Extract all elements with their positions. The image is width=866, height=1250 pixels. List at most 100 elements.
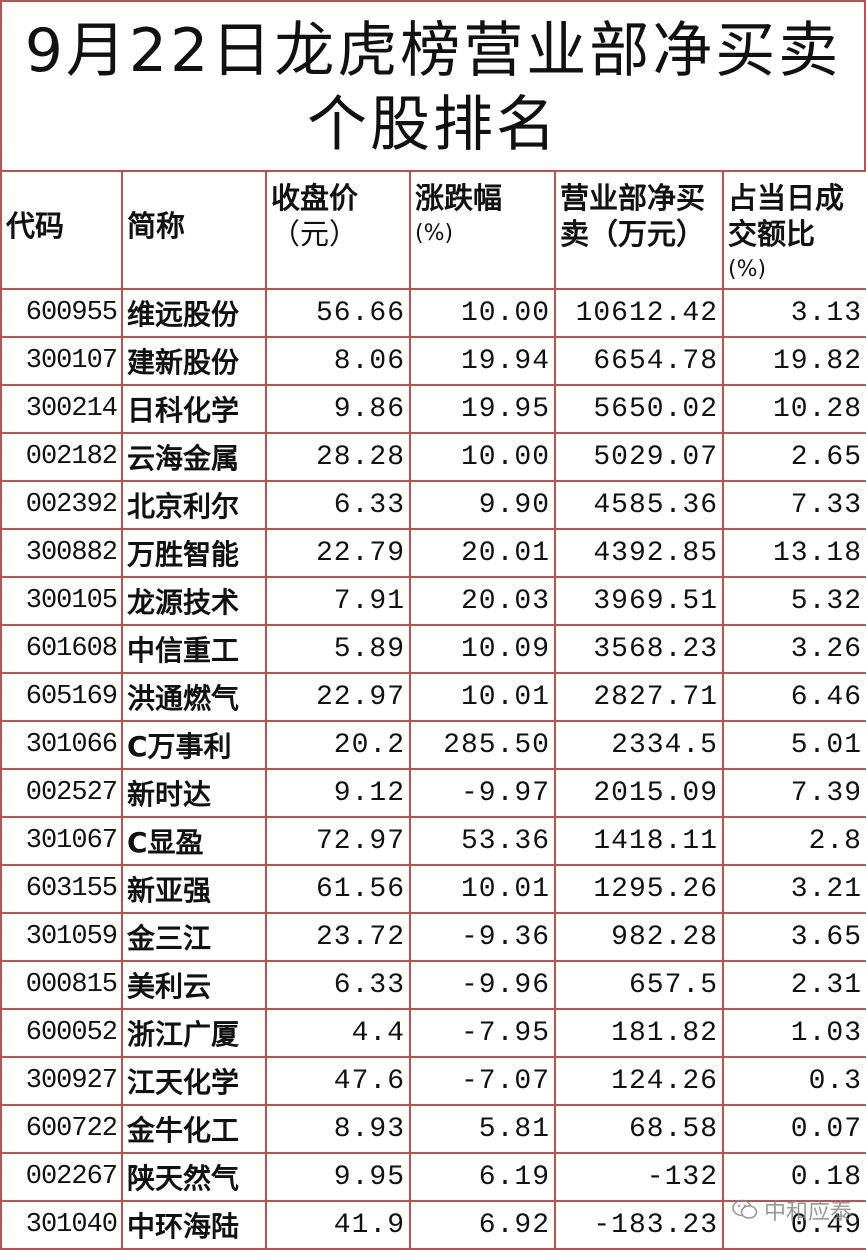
cell-name: 江天化学: [121, 1056, 267, 1106]
cell-code: 000815: [0, 960, 123, 1010]
cell-name: 金三江: [121, 912, 267, 962]
cell-close: 61.56: [265, 864, 411, 914]
cell-name: 新亚强: [121, 864, 267, 914]
cell-ratio: 6.46: [722, 672, 866, 722]
cell-code: 600955: [0, 288, 123, 338]
table-row: 600722 金牛化工 8.93 5.81 68.58 0.07: [0, 1104, 866, 1154]
cell-change: 5.81: [409, 1104, 556, 1154]
table-row: 002527 新时达 9.12 -9.97 2015.09 7.39: [0, 768, 866, 818]
table-row: 600955 维远股份 56.66 10.00 10612.42 3.13: [0, 288, 866, 338]
cell-ratio: 3.26: [722, 624, 866, 674]
cell-change: -7.07: [409, 1056, 556, 1106]
cell-net: 3568.23: [554, 624, 724, 674]
cell-change: 53.36: [409, 816, 556, 866]
cell-change: -7.95: [409, 1008, 556, 1058]
cell-code: 600052: [0, 1008, 123, 1058]
page-title: 9月22日龙虎榜营业部净买卖 个股排名: [0, 0, 866, 170]
cell-ratio: 2.31: [722, 960, 866, 1010]
cell-close: 22.97: [265, 672, 411, 722]
cell-name: 万胜智能: [121, 528, 267, 578]
cell-code: 301040: [0, 1200, 123, 1250]
cell-code: 300214: [0, 384, 123, 434]
table-row: 300214 日科化学 9.86 19.95 5650.02 10.28: [0, 384, 866, 434]
cell-close: 47.6: [265, 1056, 411, 1106]
cell-close: 9.95: [265, 1152, 411, 1202]
cell-code: 301059: [0, 912, 123, 962]
cell-ratio: 5.32: [722, 576, 866, 626]
cell-net: 2827.71: [554, 672, 724, 722]
cell-close: 20.2: [265, 720, 411, 770]
table-row: 002392 北京利尔 6.33 9.90 4585.36 7.33: [0, 480, 866, 530]
cell-code: 301066: [0, 720, 123, 770]
cell-code: 301067: [0, 816, 123, 866]
cell-change: 10.00: [409, 432, 556, 482]
cell-name: 维远股份: [121, 288, 267, 338]
header-code: 代码: [0, 170, 123, 290]
cell-name: 浙江广厦: [121, 1008, 267, 1058]
cell-ratio: 7.39: [722, 768, 866, 818]
cell-change: 10.09: [409, 624, 556, 674]
title-line-1: 9月22日龙虎榜营业部净买卖: [24, 16, 842, 86]
header-change: 涨跌幅 (%): [409, 170, 556, 290]
cell-change: 6.92: [409, 1200, 556, 1250]
table-row: 002182 云海金属 28.28 10.00 5029.07 2.65: [0, 432, 866, 482]
cell-name: 龙源技术: [121, 576, 267, 626]
cell-net: 1295.26: [554, 864, 724, 914]
cell-net: -183.23: [554, 1200, 724, 1250]
cell-change: 10.01: [409, 672, 556, 722]
cell-ratio: 7.33: [722, 480, 866, 530]
cell-close: 5.89: [265, 624, 411, 674]
cell-name: 北京利尔: [121, 480, 267, 530]
cell-name: 金牛化工: [121, 1104, 267, 1154]
header-ratio: 占当日成交额比 (%): [722, 170, 866, 290]
cell-net: 4585.36: [554, 480, 724, 530]
cell-name: 新时达: [121, 768, 267, 818]
cell-net: 68.58: [554, 1104, 724, 1154]
table-header-row: 代码 简称 收盘价 （元） 涨跌幅 (%) 营业部净买卖（万元） 占当日成交额比…: [0, 170, 866, 290]
cell-code: 300107: [0, 336, 123, 386]
table-row: 600052 浙江广厦 4.4 -7.95 181.82 1.03: [0, 1008, 866, 1058]
cell-ratio: 3.13: [722, 288, 866, 338]
cell-change: 6.19: [409, 1152, 556, 1202]
cell-code: 002392: [0, 480, 123, 530]
cell-net: 5029.07: [554, 432, 724, 482]
cell-close: 8.93: [265, 1104, 411, 1154]
cell-close: 6.33: [265, 960, 411, 1010]
cell-net: 6654.78: [554, 336, 724, 386]
cell-ratio: 1.03: [722, 1008, 866, 1058]
cell-close: 8.06: [265, 336, 411, 386]
cell-ratio: 0.18: [722, 1152, 866, 1202]
table-row: 605169 洪通燃气 22.97 10.01 2827.71 6.46: [0, 672, 866, 722]
cell-ratio: 2.8: [722, 816, 866, 866]
ranking-table: 代码 简称 收盘价 （元） 涨跌幅 (%) 营业部净买卖（万元） 占当日成交额比…: [0, 170, 866, 1250]
cell-ratio: 2.65: [722, 432, 866, 482]
cell-net: 4392.85: [554, 528, 724, 578]
cell-name: 洪通燃气: [121, 672, 267, 722]
table-row: 300927 江天化学 47.6 -7.07 124.26 0.3: [0, 1056, 866, 1106]
wechat-icon: [732, 1199, 758, 1219]
cell-change: -9.36: [409, 912, 556, 962]
cell-close: 4.4: [265, 1008, 411, 1058]
cell-net: 1418.11: [554, 816, 724, 866]
cell-change: -9.96: [409, 960, 556, 1010]
cell-net: 181.82: [554, 1008, 724, 1058]
cell-close: 28.28: [265, 432, 411, 482]
cell-name: 中信重工: [121, 624, 267, 674]
cell-change: 19.94: [409, 336, 556, 386]
cell-close: 6.33: [265, 480, 411, 530]
cell-code: 002267: [0, 1152, 123, 1202]
cell-ratio: 0.07: [722, 1104, 866, 1154]
cell-net: 10612.42: [554, 288, 724, 338]
header-close: 收盘价 （元）: [265, 170, 411, 290]
cell-net: 2015.09: [554, 768, 724, 818]
cell-close: 9.86: [265, 384, 411, 434]
table-row: 300107 建新股份 8.06 19.94 6654.78 19.82: [0, 336, 866, 386]
cell-change: -9.97: [409, 768, 556, 818]
cell-ratio: 3.21: [722, 864, 866, 914]
cell-close: 7.91: [265, 576, 411, 626]
cell-code: 300882: [0, 528, 123, 578]
table-row: 000815 美利云 6.33 -9.96 657.5 2.31: [0, 960, 866, 1010]
cell-code: 603155: [0, 864, 123, 914]
cell-name: 陕天然气: [121, 1152, 267, 1202]
table-row: 301059 金三江 23.72 -9.36 982.28 3.65: [0, 912, 866, 962]
